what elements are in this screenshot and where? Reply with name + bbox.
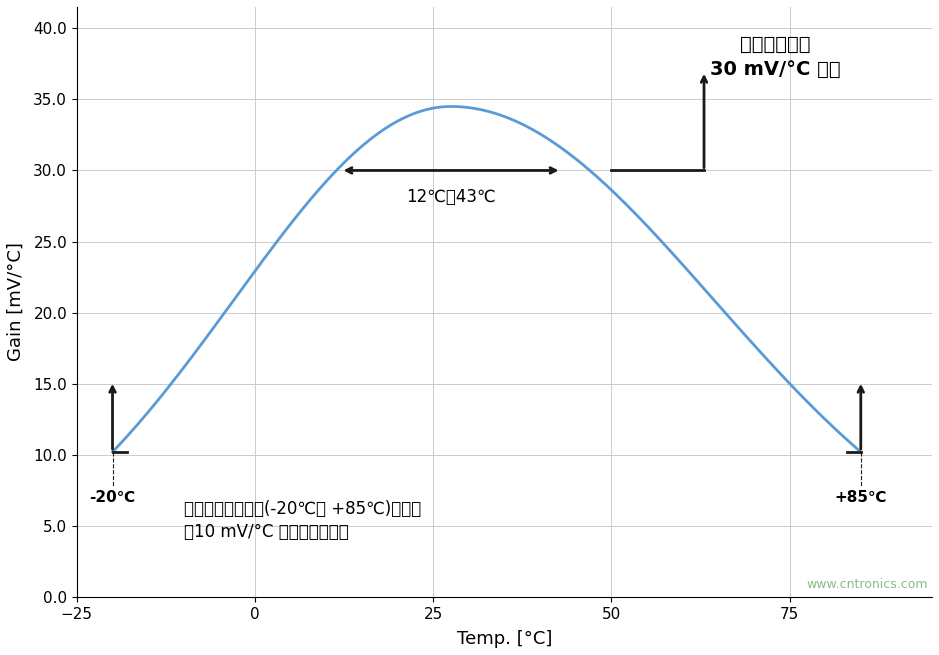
Text: +85℃: +85℃ xyxy=(835,491,887,506)
Text: 室温付近では
30 mV/°C 以上: 室温付近では 30 mV/°C 以上 xyxy=(710,35,840,79)
Text: 温度範囲の上下限(-20℃， +85℃)でも、
絀10 mV/°C のゲインがある: 温度範囲の上下限(-20℃， +85℃)でも、 絀10 mV/°C のゲインがあ… xyxy=(184,500,421,540)
Text: -20℃: -20℃ xyxy=(89,491,135,506)
Text: www.cntronics.com: www.cntronics.com xyxy=(807,578,928,591)
Text: 12℃～43℃: 12℃～43℃ xyxy=(407,187,496,206)
Y-axis label: Gain [mV/°C]: Gain [mV/°C] xyxy=(7,242,25,362)
X-axis label: Temp. [°C]: Temp. [°C] xyxy=(456,630,552,648)
